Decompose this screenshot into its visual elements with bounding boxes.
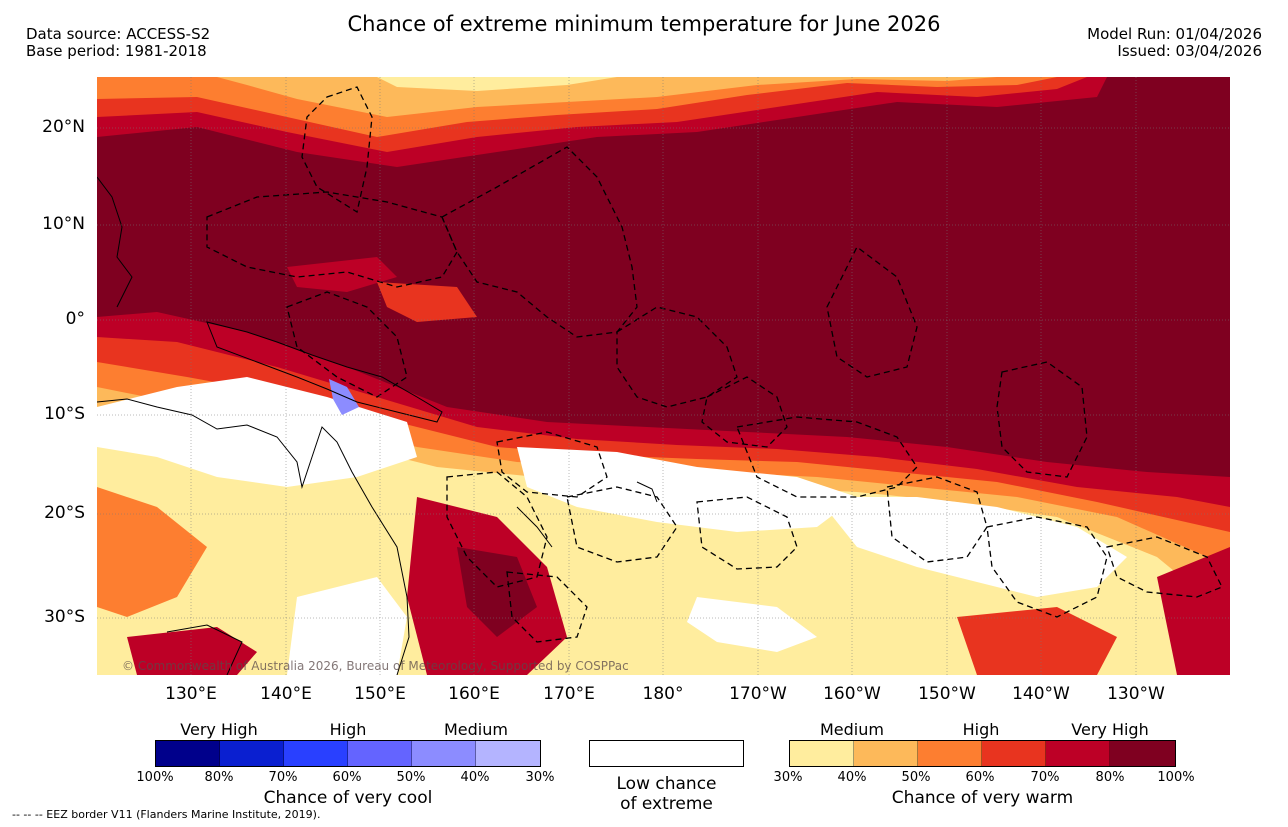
cool-tick: 60% bbox=[332, 770, 362, 785]
warm-tick: 30% bbox=[773, 770, 803, 785]
cool-swatch bbox=[156, 741, 220, 766]
lat-label: 20°S bbox=[44, 503, 85, 523]
cool-tick: 100% bbox=[136, 770, 174, 785]
model-run: Model Run: 01/04/2026 bbox=[1087, 25, 1262, 43]
cool-swatch bbox=[476, 741, 540, 766]
lon-label: 170°E bbox=[543, 684, 595, 704]
warm-category-label: Very High bbox=[1071, 720, 1149, 739]
lon-label: 180° bbox=[642, 684, 684, 704]
cool-colorbar bbox=[155, 740, 541, 767]
warm-tick: 40% bbox=[837, 770, 867, 785]
cool-region bbox=[329, 379, 359, 415]
cool-swatch bbox=[412, 741, 476, 766]
base-period: Base period: 1981-2018 bbox=[26, 42, 207, 60]
warm-tick: 100% bbox=[1157, 770, 1195, 785]
low-chance-label: Low chance of extreme bbox=[589, 774, 744, 814]
cool-category-label: Very High bbox=[180, 720, 258, 739]
lat-label: 30°S bbox=[44, 607, 85, 627]
lat-label: 20°N bbox=[42, 117, 85, 137]
eez-legend-note: -- -- -- EEZ border V11 (Flanders Marine… bbox=[12, 808, 321, 821]
map-title: Chance of extreme minimum temperature fo… bbox=[347, 12, 941, 36]
cool-colorbar-title: Chance of very cool bbox=[263, 788, 433, 808]
issued-date: Issued: 03/04/2026 bbox=[1117, 42, 1262, 60]
warm-swatch bbox=[1110, 741, 1175, 766]
warm-swatch bbox=[982, 741, 1046, 766]
data-source-info: Data source: ACCESS-S2 Base period: 1981… bbox=[26, 26, 210, 60]
data-source: Data source: ACCESS-S2 bbox=[26, 25, 211, 43]
lon-label: 160°W bbox=[823, 684, 881, 704]
lat-label: 0° bbox=[65, 309, 85, 329]
cool-tick: 80% bbox=[204, 770, 234, 785]
cool-tick: 50% bbox=[396, 770, 426, 785]
eez-borders bbox=[206, 86, 1223, 643]
cool-swatch bbox=[284, 741, 348, 766]
warm-tick: 50% bbox=[901, 770, 931, 785]
cool-tick: 70% bbox=[268, 770, 298, 785]
coastlines bbox=[97, 176, 658, 675]
lon-label: 150°E bbox=[354, 684, 406, 704]
warm-tick: 70% bbox=[1030, 770, 1060, 785]
warm-category-label: Medium bbox=[820, 720, 884, 739]
lon-label: 130°W bbox=[1107, 684, 1165, 704]
low-chance-line1: Low chance bbox=[616, 774, 717, 794]
warm-colorbar bbox=[789, 740, 1176, 767]
forecast-map bbox=[97, 77, 1230, 675]
low-chance-swatch bbox=[589, 740, 744, 767]
lon-label: 140°E bbox=[260, 684, 312, 704]
lat-label: 10°S bbox=[44, 404, 85, 424]
cool-swatch bbox=[348, 741, 412, 766]
cool-swatch bbox=[220, 741, 284, 766]
warm-swatch bbox=[918, 741, 982, 766]
lon-label: 150°W bbox=[918, 684, 976, 704]
lon-label: 130°E bbox=[165, 684, 217, 704]
warm-tick: 60% bbox=[965, 770, 995, 785]
lon-label: 140°W bbox=[1012, 684, 1070, 704]
lon-label: 170°W bbox=[729, 684, 787, 704]
warm-swatch bbox=[854, 741, 918, 766]
warm-swatch bbox=[1046, 741, 1110, 766]
cool-category-label: Medium bbox=[444, 720, 508, 739]
copyright-notice: © Commonwealth of Australia 2026, Bureau… bbox=[122, 659, 629, 673]
cool-tick: 30% bbox=[525, 770, 555, 785]
cool-category-label: High bbox=[329, 720, 367, 739]
run-info: Model Run: 01/04/2026 Issued: 03/04/2026 bbox=[1087, 26, 1262, 60]
warm-colorbar-title: Chance of very warm bbox=[891, 788, 1074, 808]
lat-label: 10°N bbox=[42, 214, 85, 234]
low-chance-line2: of extreme bbox=[620, 794, 713, 814]
warm-swatch bbox=[790, 741, 854, 766]
warm-tick: 80% bbox=[1095, 770, 1125, 785]
cool-tick: 40% bbox=[460, 770, 490, 785]
graticule bbox=[97, 77, 1230, 675]
warm-category-label: High bbox=[962, 720, 1000, 739]
lon-label: 160°E bbox=[448, 684, 500, 704]
